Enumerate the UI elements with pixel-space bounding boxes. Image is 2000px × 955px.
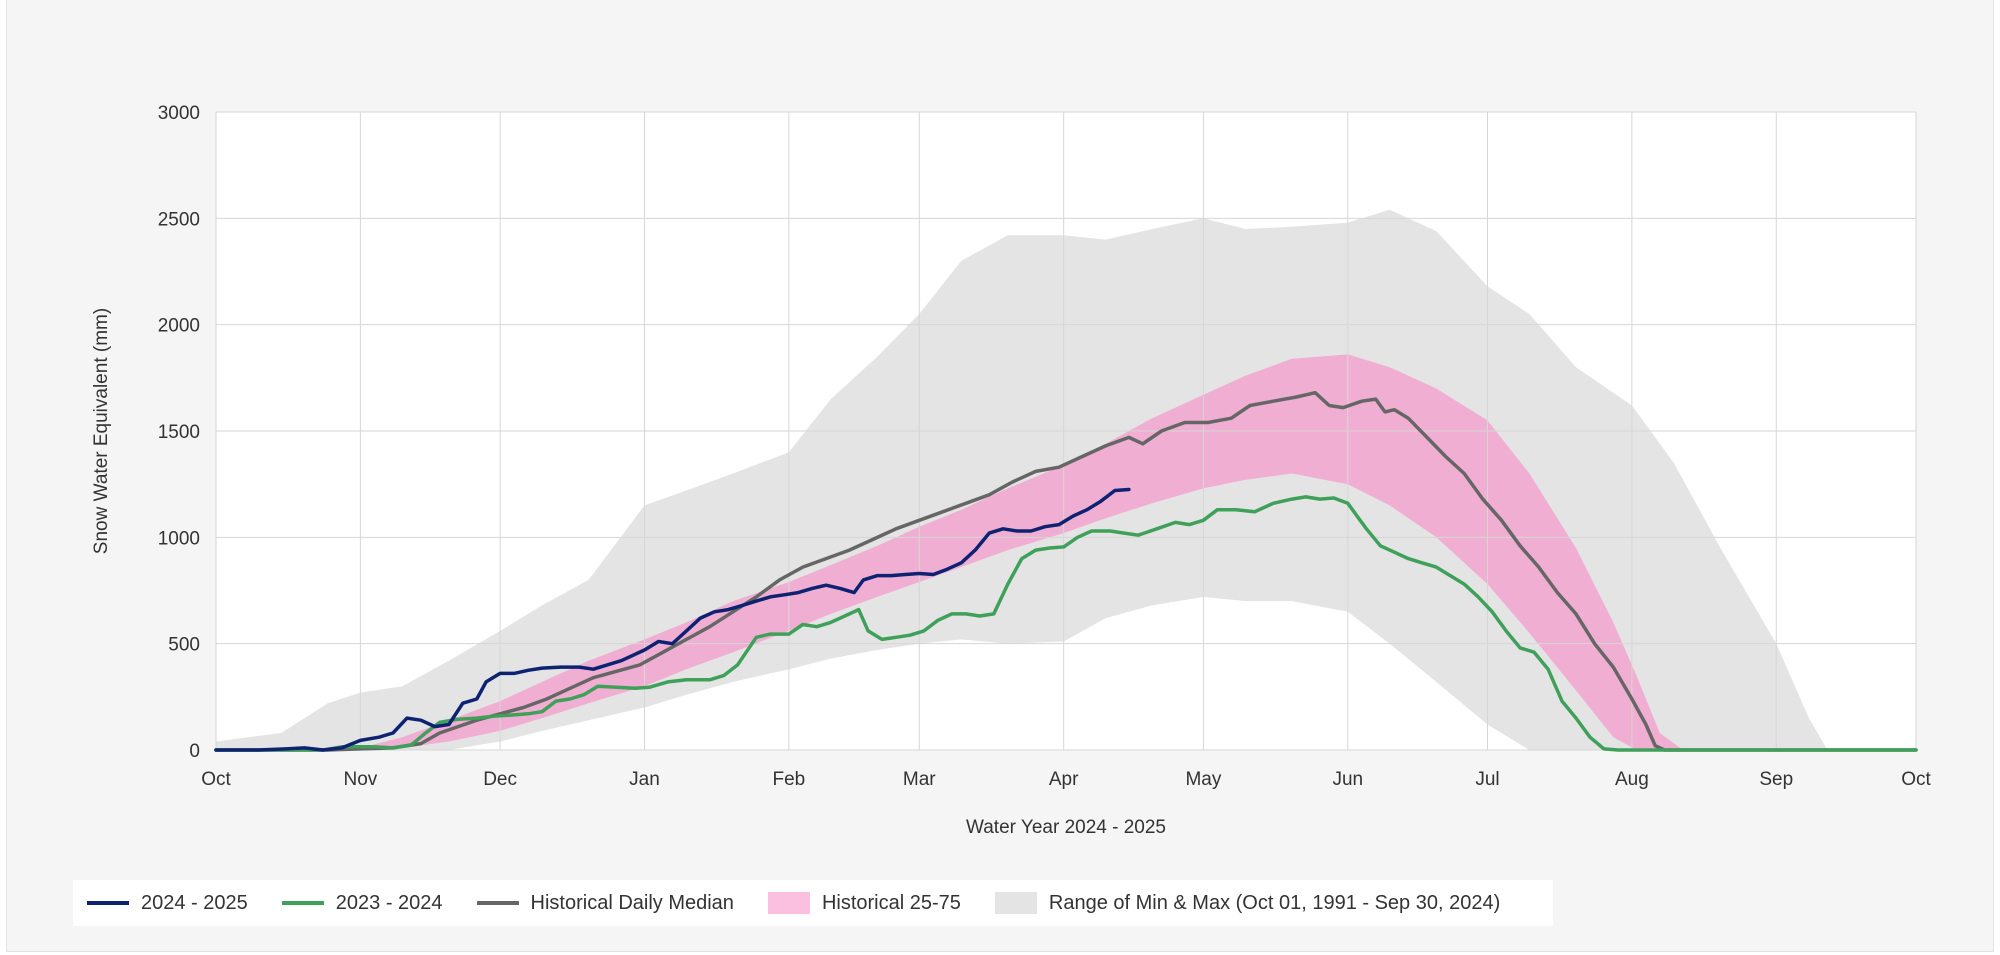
x-tick-label: Oct [1901, 769, 1931, 790]
y-axis-title: Snow Water Equivalent (mm) [91, 308, 112, 554]
legend-item-2024-2025[interactable]: 2024 - 2025 [87, 892, 248, 915]
legend-swatch-25-75 [767, 892, 810, 914]
x-tick-label: Jul [1475, 769, 1499, 790]
legend-swatch-median [476, 901, 519, 905]
legend-label: Historical Daily Median [530, 891, 734, 914]
y-tick-label: 1500 [158, 422, 200, 443]
legend-label: 2023 - 2024 [335, 891, 443, 914]
y-tick-label: 2500 [158, 209, 200, 230]
series-median-line [214, 390, 1918, 752]
legend-item-2023-2024[interactable]: 2023 - 2024 [281, 891, 443, 915]
chart-frame: 0 500 1000 1500 2000 2500 3000 Oct Nov Dec Jan Feb… [6, 0, 1994, 952]
x-tick-label: Oct [201, 769, 231, 790]
swe-chart: 0 500 1000 1500 2000 2500 3000 Oct Nov Dec Jan Feb… [91, 103, 1931, 838]
x-tick-label: Feb [773, 769, 806, 790]
x-tick-label: Apr [1049, 769, 1079, 790]
y-tick-label: 0 [189, 741, 200, 762]
legend-label: Range of Min & Max (Oct 01, 1991 - Sep 3… [1048, 891, 1501, 914]
x-tick-label: May [1185, 769, 1221, 790]
series-2024-2025-line [214, 487, 1131, 752]
y-tick-label: 1000 [158, 528, 200, 549]
legend-label: Historical 25-75 [821, 891, 961, 914]
y-tick-label: 500 [168, 635, 200, 656]
x-tick-label: Aug [1615, 769, 1649, 790]
legend-item-25-75[interactable]: Historical 25-75 [767, 891, 961, 915]
legend: 2024 - 2025 2023 - 2024 Historical Daily… [73, 880, 1553, 926]
y-tick-label: 2000 [158, 316, 200, 337]
x-tick-label: Mar [903, 769, 936, 790]
y-tick-labels: 0 500 1000 1500 2000 2500 3000 [158, 103, 200, 762]
series-lines [214, 390, 1918, 752]
gridlines [215, 111, 1917, 751]
x-tick-label: Jan [629, 769, 660, 790]
legend-item-min-max[interactable]: Range of Min & Max (Oct 01, 1991 - Sep 3… [994, 891, 1501, 915]
y-tick-label: 3000 [158, 103, 200, 124]
x-tick-label: Jun [1332, 769, 1363, 790]
x-tick-label: Sep [1759, 769, 1793, 790]
legend-swatch-2023-2024 [281, 901, 324, 905]
x-tick-labels: Oct Nov Dec Jan Feb Mar Apr May Jun Jul Aug Sep Oct [201, 769, 1931, 790]
legend-swatch-min-max [994, 892, 1037, 914]
x-axis-title: Water Year 2024 - 2025 [966, 817, 1166, 838]
legend-item-median[interactable]: Historical Daily Median [476, 891, 734, 915]
series-2023-2024-line [214, 495, 1918, 752]
legend-swatch-2024-2025 [87, 901, 129, 905]
x-tick-label: Nov [343, 769, 377, 790]
legend-label: 2024 - 2025 [141, 891, 248, 914]
x-tick-label: Dec [483, 769, 517, 790]
